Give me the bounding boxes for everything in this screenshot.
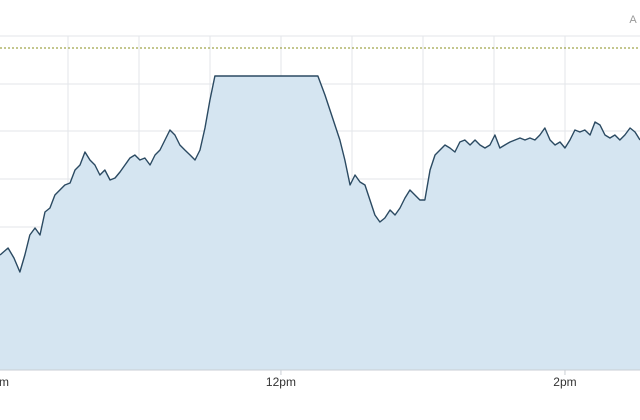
corner-label: A [629,14,637,26]
x-tick-label: 2pm [553,375,576,389]
x-tick-label: 12pm [266,375,296,389]
price-line [0,75,640,273]
area-fill [0,76,640,370]
x-tick-label: m [0,375,9,389]
